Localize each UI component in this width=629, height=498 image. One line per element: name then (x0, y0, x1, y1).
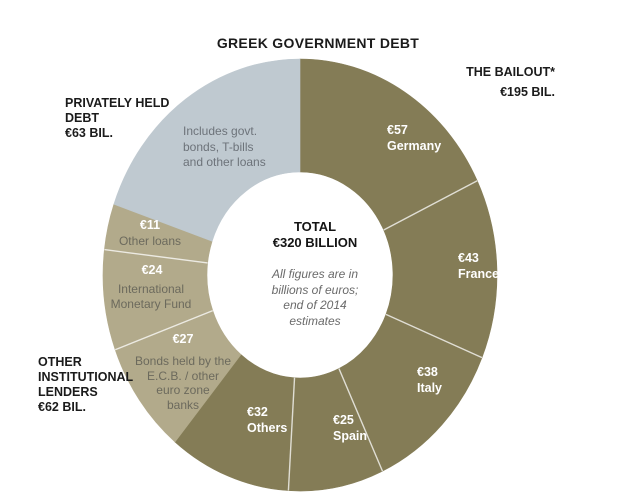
wedge-ecb-bonds (114, 310, 242, 443)
wedge-separator (114, 310, 214, 351)
wedge-name: Italy (417, 380, 443, 395)
wedge-name-imf: International Monetary Fund (110, 282, 192, 311)
wedge-value: €25 (333, 413, 354, 427)
wedge-separator (383, 180, 478, 231)
wedge-name: Spain (333, 428, 368, 443)
callout-bailout: THE BAILOUT* €195 BIL. (466, 65, 555, 99)
wedge-name: Others (247, 420, 288, 435)
wedge-value-imf: €24 (141, 263, 163, 277)
wedge-imf (102, 249, 214, 351)
callout-other-institutional-lenders: OTHER INSTITUTIONAL LENDERS €62 BIL. (38, 355, 134, 414)
wedge-others (174, 354, 295, 491)
wedge-separator (338, 368, 384, 472)
wedge-name: Germany (387, 138, 442, 153)
wedge-label-others: €32 Others (247, 405, 287, 436)
wedge-value-ecb-bonds: €27 (172, 332, 194, 346)
wedge-value: €32 (247, 405, 268, 419)
wedge-private (113, 58, 301, 242)
wedge-value: €38 (417, 365, 438, 379)
center-footnote: All figures are in billions of euros; en… (271, 267, 359, 328)
wedge-label-spain: €25 Spain (333, 413, 367, 444)
wedge-spain (288, 368, 383, 492)
wedge-separator (385, 313, 483, 359)
callout-privately-held-debt: PRIVATELY HELD DEBT €63 BIL. (65, 96, 170, 140)
wedge-name-other-loans: Other loans (118, 234, 182, 248)
wedge-germany (299, 58, 478, 231)
wedge-name: France (458, 266, 499, 281)
center-total: TOTAL €320 BILLION (272, 219, 358, 250)
wedge-france (383, 180, 498, 359)
page-title: GREEK GOVERNMENT DEBT (216, 35, 420, 51)
wedge-note-private: Includes govt. bonds, T-bills and other … (183, 124, 266, 169)
wedge-separator (104, 248, 208, 264)
wedge-separator (287, 377, 296, 491)
wedge-label-germany: €57 Germany (387, 123, 441, 154)
wedge-italy (338, 314, 483, 472)
wedge-value: €57 (387, 123, 408, 137)
wedge-label-france: €43 France (458, 251, 499, 282)
wedge-value-other-loans: €11 (139, 218, 161, 232)
wedge-label-italy: €38 Italy (417, 365, 442, 396)
wedge-name-ecb-bonds: Bonds held by the E.C.B. / other euro zo… (134, 354, 232, 412)
wedge-value: €43 (458, 251, 479, 265)
